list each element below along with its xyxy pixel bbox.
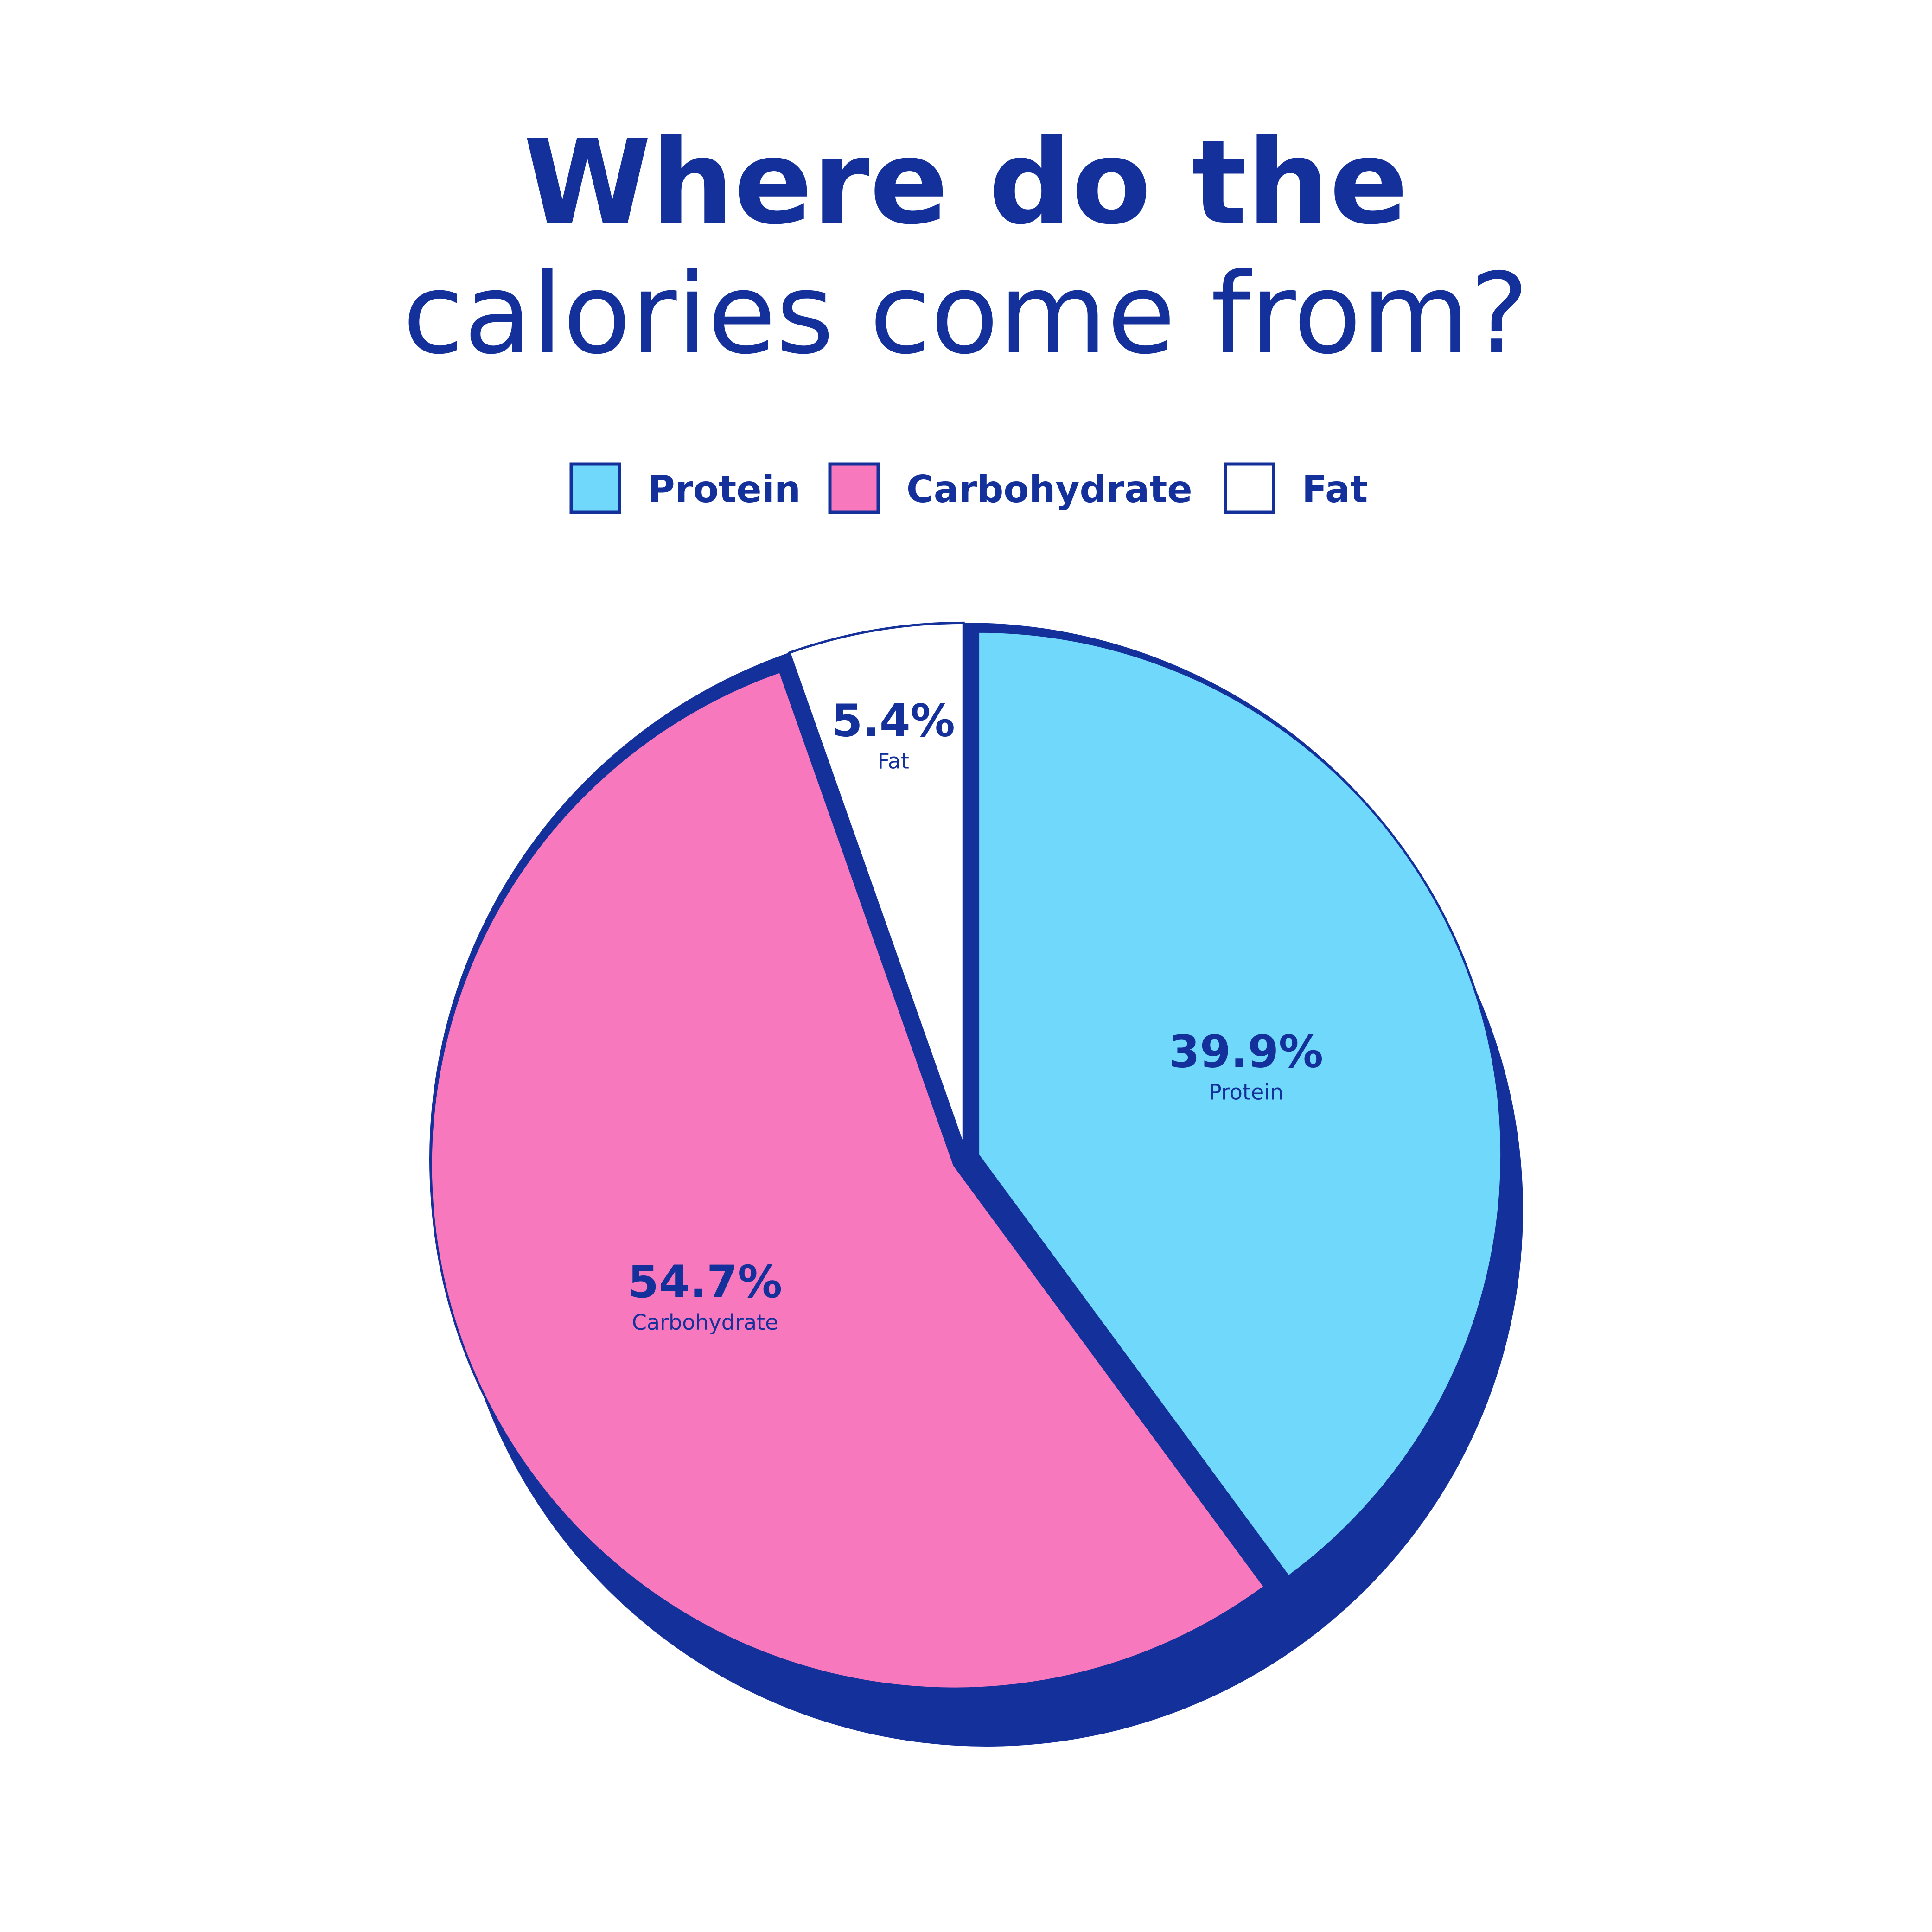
slice-value-label: 39.9% <box>1169 1026 1323 1078</box>
chart-title: Where do the <box>523 115 1408 250</box>
legend-label: Carbohydrate <box>906 468 1192 511</box>
chart-subtitle: calories come from? <box>402 249 1529 379</box>
legend-label: Fat <box>1302 468 1368 511</box>
legend-swatch <box>569 462 621 514</box>
slice-value-label: 5.4% <box>832 695 955 747</box>
pie-slice <box>977 630 1503 1578</box>
legend-swatch <box>828 462 880 514</box>
slice-name-label: Carbohydrate <box>632 1310 778 1335</box>
legend-label: Protein <box>648 468 801 511</box>
legend-swatch <box>1224 462 1275 514</box>
pie-slice <box>429 670 1267 1690</box>
slice-name-label: Fat <box>877 749 909 774</box>
slice-name-label: Protein <box>1209 1079 1283 1104</box>
pie-slice <box>788 621 965 1147</box>
slice-value-label: 54.7% <box>628 1256 782 1308</box>
